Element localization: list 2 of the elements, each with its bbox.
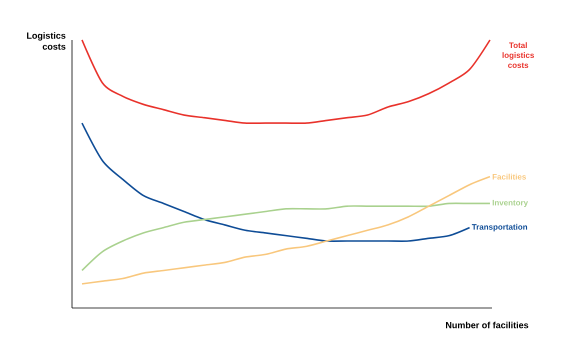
y-axis-title: Logistics costs xyxy=(27,32,66,50)
x-axis-title: Number of facilities xyxy=(446,322,528,328)
